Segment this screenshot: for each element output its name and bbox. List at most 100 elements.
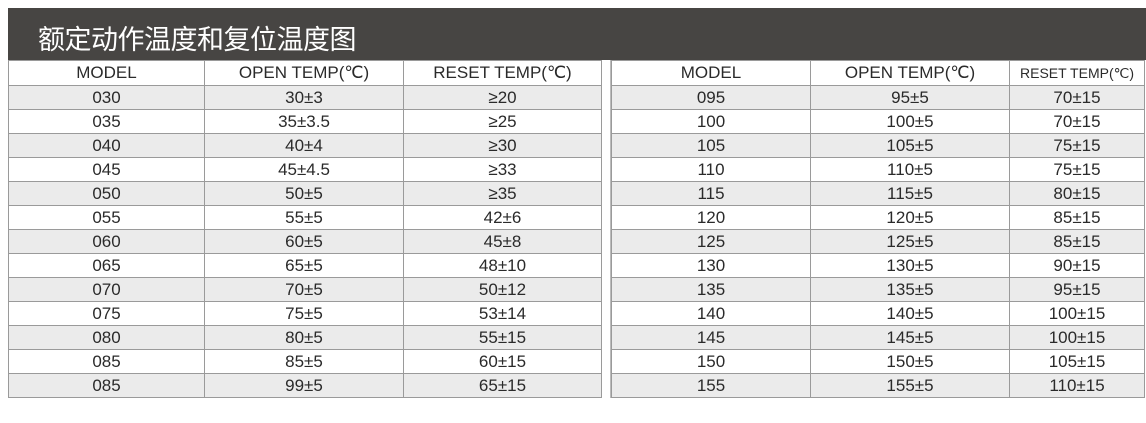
cell-open-temp: 100±5: [810, 109, 1010, 134]
cell-reset-temp: 110±15: [1009, 373, 1145, 398]
cell-reset-temp: 95±15: [1009, 277, 1145, 302]
cell-open-temp: 45±4.5: [204, 157, 404, 182]
table-row: 110 110±5 75±15: [611, 157, 1145, 182]
header-reset-temp: RESET TEMP(℃): [403, 60, 602, 86]
cell-model: 130: [611, 253, 811, 278]
header-open-temp: OPEN TEMP(℃): [810, 60, 1010, 86]
cell-model: 080: [8, 325, 205, 350]
cell-reset-temp: 70±15: [1009, 109, 1145, 134]
table-row: 140 140±5 100±15: [611, 301, 1145, 326]
table-row: 085 85±5 60±15: [8, 349, 602, 374]
cell-model: 145: [611, 325, 811, 350]
cell-open-temp: 50±5: [204, 181, 404, 206]
table-row: 145 145±5 100±15: [611, 325, 1145, 350]
cell-reset-temp: ≥30: [403, 133, 602, 158]
cell-open-temp: 99±5: [204, 373, 404, 398]
table-row: 150 150±5 105±15: [611, 349, 1145, 374]
cell-model: 085: [8, 373, 205, 398]
cell-model: 050: [8, 181, 205, 206]
cell-open-temp: 105±5: [810, 133, 1010, 158]
cell-reset-temp: 60±15: [403, 349, 602, 374]
cell-reset-temp: 100±15: [1009, 325, 1145, 350]
table-row: 115 115±5 80±15: [611, 181, 1145, 206]
cell-model: 105: [611, 133, 811, 158]
temperature-table-right: MODEL OPEN TEMP(℃) RESET TEMP(℃) 095 95±5…: [611, 60, 1145, 398]
cell-reset-temp: 75±15: [1009, 157, 1145, 182]
table-divider: [601, 60, 611, 398]
cell-model: 135: [611, 277, 811, 302]
cell-reset-temp: 75±15: [1009, 133, 1145, 158]
cell-open-temp: 145±5: [810, 325, 1010, 350]
cell-model: 040: [8, 133, 205, 158]
table-row: 080 80±5 55±15: [8, 325, 602, 350]
cell-open-temp: 125±5: [810, 229, 1010, 254]
table-row: 155 155±5 110±15: [611, 373, 1145, 398]
cell-model: 100: [611, 109, 811, 134]
cell-open-temp: 65±5: [204, 253, 404, 278]
header-model: MODEL: [611, 60, 811, 86]
cell-reset-temp: 70±15: [1009, 85, 1145, 110]
table-row: 135 135±5 95±15: [611, 277, 1145, 302]
temperature-table-left: MODEL OPEN TEMP(℃) RESET TEMP(℃) 030 30±3…: [8, 60, 602, 398]
table-row: 100 100±5 70±15: [611, 109, 1145, 134]
cell-open-temp: 40±4: [204, 133, 404, 158]
cell-open-temp: 155±5: [810, 373, 1010, 398]
cell-reset-temp: 48±10: [403, 253, 602, 278]
header-open-temp: OPEN TEMP(℃): [204, 60, 404, 86]
table-row: 060 60±5 45±8: [8, 229, 602, 254]
cell-open-temp: 110±5: [810, 157, 1010, 182]
cell-open-temp: 95±5: [810, 85, 1010, 110]
cell-reset-temp: 65±15: [403, 373, 602, 398]
cell-model: 120: [611, 205, 811, 230]
cell-model: 045: [8, 157, 205, 182]
cell-reset-temp: 55±15: [403, 325, 602, 350]
cell-model: 155: [611, 373, 811, 398]
cell-model: 110: [611, 157, 811, 182]
cell-model: 095: [611, 85, 811, 110]
table-row: 040 40±4 ≥30: [8, 133, 602, 158]
cell-open-temp: 35±3.5: [204, 109, 404, 134]
cell-open-temp: 115±5: [810, 181, 1010, 206]
table-row: 035 35±3.5 ≥25: [8, 109, 602, 134]
cell-reset-temp: 85±15: [1009, 229, 1145, 254]
cell-reset-temp: ≥25: [403, 109, 602, 134]
table-row: 065 65±5 48±10: [8, 253, 602, 278]
table-row: 045 45±4.5 ≥33: [8, 157, 602, 182]
table-row: 070 70±5 50±12: [8, 277, 602, 302]
cell-model: 075: [8, 301, 205, 326]
cell-open-temp: 60±5: [204, 229, 404, 254]
cell-model: 115: [611, 181, 811, 206]
cell-model: 035: [8, 109, 205, 134]
cell-reset-temp: 53±14: [403, 301, 602, 326]
page-title: 额定动作温度和复位温度图: [38, 25, 357, 56]
cell-open-temp: 120±5: [810, 205, 1010, 230]
cell-model: 070: [8, 277, 205, 302]
table-row: 095 95±5 70±15: [611, 85, 1145, 110]
cell-reset-temp: 105±15: [1009, 349, 1145, 374]
cell-open-temp: 135±5: [810, 277, 1010, 302]
table-row: 120 120±5 85±15: [611, 205, 1145, 230]
cell-open-temp: 30±3: [204, 85, 404, 110]
cell-reset-temp: 85±15: [1009, 205, 1145, 230]
header-row: MODEL OPEN TEMP(℃) RESET TEMP(℃): [611, 60, 1145, 86]
table-row: 105 105±5 75±15: [611, 133, 1145, 158]
cell-reset-temp: 50±12: [403, 277, 602, 302]
cell-model: 140: [611, 301, 811, 326]
table-row: 055 55±5 42±6: [8, 205, 602, 230]
cell-model: 085: [8, 349, 205, 374]
cell-model: 065: [8, 253, 205, 278]
header-reset-temp: RESET TEMP(℃): [1009, 60, 1145, 86]
cell-reset-temp: 90±15: [1009, 253, 1145, 278]
cell-open-temp: 80±5: [204, 325, 404, 350]
cell-reset-temp: 100±15: [1009, 301, 1145, 326]
cell-reset-temp: 42±6: [403, 205, 602, 230]
table-row: 125 125±5 85±15: [611, 229, 1145, 254]
title-banner: 额定动作温度和复位温度图: [8, 8, 1146, 60]
cell-reset-temp: ≥20: [403, 85, 602, 110]
table-row: 075 75±5 53±14: [8, 301, 602, 326]
cell-open-temp: 150±5: [810, 349, 1010, 374]
cell-model: 125: [611, 229, 811, 254]
table-row: 050 50±5 ≥35: [8, 181, 602, 206]
table-row: 030 30±3 ≥20: [8, 85, 602, 110]
cell-open-temp: 55±5: [204, 205, 404, 230]
